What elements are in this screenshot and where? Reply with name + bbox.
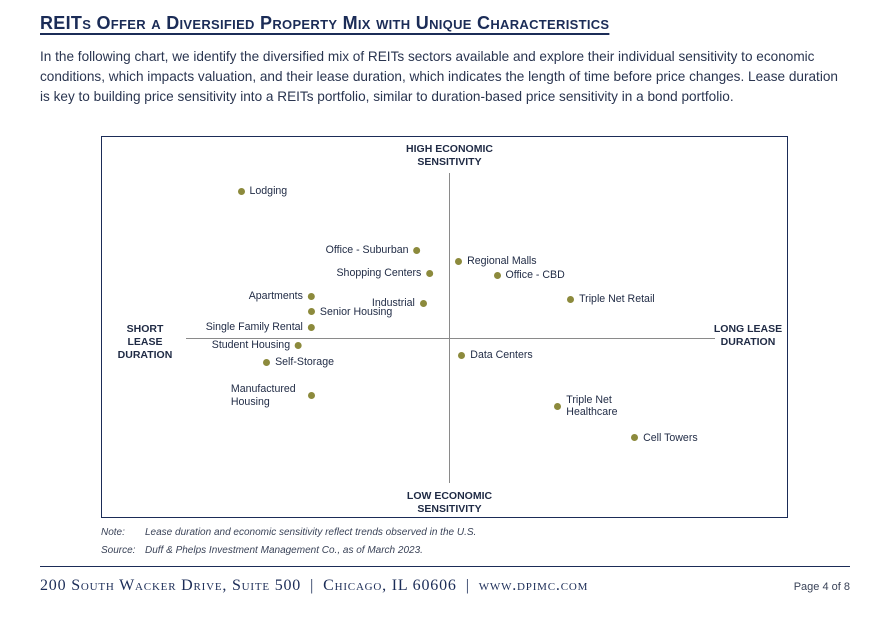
data-point-regional-malls: Regional Malls: [450, 254, 537, 268]
data-point-industrial: Industrial: [372, 297, 432, 310]
footer-city: Chicago, IL 60606: [323, 577, 457, 594]
data-point-senior-housing: Senior Housing: [303, 306, 392, 319]
point-marker: [237, 187, 245, 195]
data-point-lodging: Lodging: [233, 184, 288, 198]
chart-note: Note: Lease duration and economic sensiti…: [101, 527, 476, 538]
point-label: Office - CBD: [505, 268, 565, 281]
point-label: Triple Net Healthcare: [566, 393, 618, 419]
footer-street: 200 South Wacker Drive, Suite 500: [40, 577, 302, 594]
point-label: Student Housing: [211, 338, 291, 351]
data-point-data-centers: Data Centers: [453, 349, 533, 362]
axis-label-top: HIGH ECONOMIC SENSITIVITY: [406, 143, 493, 168]
vertical-axis: [449, 173, 450, 483]
axis-label-bottom: LOW ECONOMIC SENSITIVITY: [406, 490, 493, 515]
data-point-single-family-rental: Single Family Rental: [206, 321, 320, 334]
point-label: Apartments: [248, 289, 303, 302]
point-marker: [307, 324, 315, 331]
note-key: Note:: [101, 527, 125, 538]
source-text: Duff & Phelps Investment Management Co.,…: [145, 545, 423, 556]
point-label: Cell Towers: [643, 431, 698, 444]
point-label: Self-Storage: [275, 356, 334, 369]
note-text: Lease duration and economic sensitivity …: [145, 527, 477, 538]
point-marker: [307, 292, 315, 300]
footer-address: 200 South Wacker Drive, Suite 500 | Chicag…: [40, 577, 588, 595]
point-label: Industrial: [371, 296, 415, 309]
point-marker: [426, 269, 434, 277]
point-label: Lodging: [249, 184, 288, 197]
point-label: Office - Suburban: [325, 244, 409, 257]
point-marker: [458, 352, 466, 359]
data-point-student-housing: Student Housing: [212, 339, 307, 352]
point-marker: [413, 247, 421, 254]
point-label: Regional Malls: [467, 254, 537, 267]
chart-source: Source: Duff & Phelps Investment Manageme…: [101, 545, 423, 556]
data-point-shopping-centers: Shopping Centers: [336, 267, 438, 280]
data-point-triple-net-healthcare: Triple Net Healthcare: [549, 394, 626, 419]
point-marker: [419, 299, 427, 307]
data-point-office-cbd: Office - CBD: [489, 269, 565, 282]
point-marker: [295, 341, 303, 349]
point-label: Triple Net Retail: [579, 293, 655, 306]
point-label: Single Family Rental: [205, 321, 303, 334]
source-key: Source:: [101, 545, 136, 556]
point-marker: [307, 308, 315, 316]
data-point-manufactured-housing: Manufactured Housing: [231, 383, 320, 408]
point-marker: [263, 359, 271, 366]
point-label: Data Centers: [470, 349, 533, 362]
data-point-self-storage: Self-Storage: [258, 356, 334, 369]
quadrant-chart: HIGH ECONOMIC SENSITIVITY LOW ECONOMIC S…: [101, 136, 788, 518]
point-marker: [554, 402, 562, 410]
axis-label-right: LONG LEASE DURATION: [713, 323, 783, 348]
point-marker: [307, 392, 315, 400]
data-point-triple-net-retail: Triple Net Retail: [562, 293, 655, 306]
point-marker: [631, 434, 639, 442]
intro-paragraph: In the following chart, we identify the …: [40, 49, 838, 104]
point-marker: [567, 296, 575, 303]
footer-separator: |: [310, 577, 315, 594]
page-number: Page 4 of 8: [793, 581, 850, 593]
point-marker: [493, 271, 501, 279]
axis-label-left: SHORT LEASE DURATION: [117, 323, 173, 361]
point-label: Shopping Centers: [336, 267, 422, 279]
horizontal-axis: [186, 338, 715, 339]
point-marker: [455, 257, 463, 265]
footer-rule: [40, 566, 850, 567]
page-title: REITs Offer a Diversified Property Mix w…: [40, 13, 610, 33]
data-point-apartments: Apartments: [249, 290, 320, 303]
point-label: Manufactured Housing: [230, 383, 296, 408]
data-point-office-suburban: Office - Suburban: [326, 244, 426, 257]
data-point-cell-towers: Cell Towers: [626, 432, 698, 445]
point-label: Senior Housing: [319, 305, 393, 318]
footer-website-link[interactable]: www.dpimc.com: [478, 577, 589, 594]
footer-separator: |: [465, 577, 470, 594]
